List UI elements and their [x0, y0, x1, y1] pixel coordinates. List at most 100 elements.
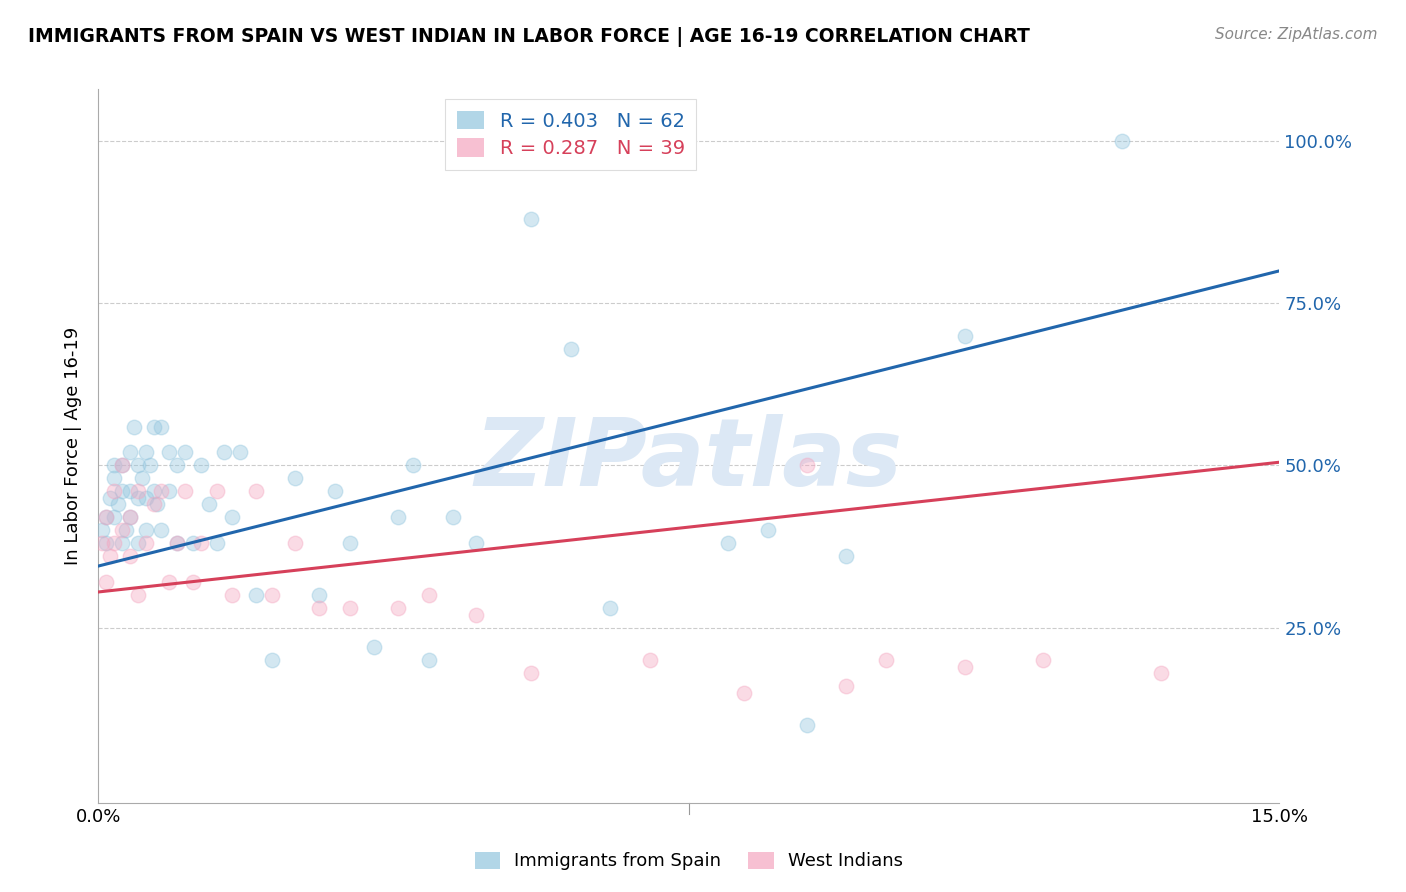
Point: [339, 536, 361, 550]
Point: [953, 328, 976, 343]
Point: [402, 458, 425, 473]
Point: [835, 679, 858, 693]
Point: [308, 588, 330, 602]
Point: [717, 536, 740, 550]
Point: [103, 471, 125, 485]
Point: [181, 536, 204, 550]
Point: [796, 718, 818, 732]
Point: [560, 342, 582, 356]
Point: [1111, 134, 1133, 148]
Point: [118, 549, 141, 564]
Point: [157, 575, 180, 590]
Point: [323, 484, 346, 499]
Point: [157, 445, 180, 459]
Point: [260, 653, 283, 667]
Point: [111, 484, 134, 499]
Point: [150, 524, 173, 538]
Point: [111, 458, 134, 473]
Point: [118, 445, 141, 459]
Point: [111, 536, 134, 550]
Point: [308, 601, 330, 615]
Point: [1150, 666, 1173, 681]
Legend: Immigrants from Spain, West Indians: Immigrants from Spain, West Indians: [465, 843, 912, 880]
Point: [245, 484, 267, 499]
Point: [127, 536, 149, 550]
Point: [127, 491, 149, 505]
Point: [103, 510, 125, 524]
Point: [363, 640, 385, 654]
Y-axis label: In Labor Force | Age 16-19: In Labor Force | Age 16-19: [65, 326, 83, 566]
Point: [214, 445, 236, 459]
Point: [418, 588, 440, 602]
Point: [98, 549, 121, 564]
Point: [284, 536, 307, 550]
Point: [103, 536, 125, 550]
Point: [205, 484, 228, 499]
Point: [142, 484, 165, 499]
Point: [157, 484, 180, 499]
Point: [131, 471, 153, 485]
Point: [111, 458, 134, 473]
Point: [756, 524, 779, 538]
Point: [181, 575, 204, 590]
Point: [91, 524, 114, 538]
Point: [118, 484, 141, 499]
Point: [166, 458, 188, 473]
Point: [875, 653, 897, 667]
Point: [138, 458, 160, 473]
Point: [835, 549, 858, 564]
Point: [96, 510, 118, 524]
Point: [245, 588, 267, 602]
Point: [465, 536, 488, 550]
Point: [115, 524, 138, 538]
Point: [260, 588, 283, 602]
Point: [465, 607, 488, 622]
Text: Source: ZipAtlas.com: Source: ZipAtlas.com: [1215, 27, 1378, 42]
Point: [190, 458, 212, 473]
Point: [135, 445, 157, 459]
Point: [174, 484, 197, 499]
Text: IMMIGRANTS FROM SPAIN VS WEST INDIAN IN LABOR FORCE | AGE 16-19 CORRELATION CHAR: IMMIGRANTS FROM SPAIN VS WEST INDIAN IN …: [28, 27, 1031, 46]
Point: [135, 536, 157, 550]
Point: [127, 484, 149, 499]
Point: [205, 536, 228, 550]
Text: ZIPatlas: ZIPatlas: [475, 414, 903, 507]
Point: [221, 510, 243, 524]
Point: [122, 419, 145, 434]
Point: [96, 536, 118, 550]
Point: [107, 497, 129, 511]
Point: [284, 471, 307, 485]
Point: [638, 653, 661, 667]
Point: [118, 510, 141, 524]
Point: [127, 588, 149, 602]
Point: [953, 659, 976, 673]
Point: [339, 601, 361, 615]
Point: [733, 685, 755, 699]
Point: [91, 536, 114, 550]
Point: [520, 666, 543, 681]
Point: [441, 510, 464, 524]
Point: [127, 458, 149, 473]
Point: [197, 497, 219, 511]
Point: [142, 497, 165, 511]
Point: [418, 653, 440, 667]
Point: [96, 575, 118, 590]
Point: [190, 536, 212, 550]
Point: [1032, 653, 1054, 667]
Point: [135, 524, 157, 538]
Point: [796, 458, 818, 473]
Point: [150, 419, 173, 434]
Point: [599, 601, 621, 615]
Point: [166, 536, 188, 550]
Point: [174, 445, 197, 459]
Point: [111, 524, 134, 538]
Point: [103, 458, 125, 473]
Point: [98, 491, 121, 505]
Point: [135, 491, 157, 505]
Point: [118, 510, 141, 524]
Point: [142, 419, 165, 434]
Point: [387, 510, 409, 524]
Point: [166, 536, 188, 550]
Point: [150, 484, 173, 499]
Point: [520, 211, 543, 226]
